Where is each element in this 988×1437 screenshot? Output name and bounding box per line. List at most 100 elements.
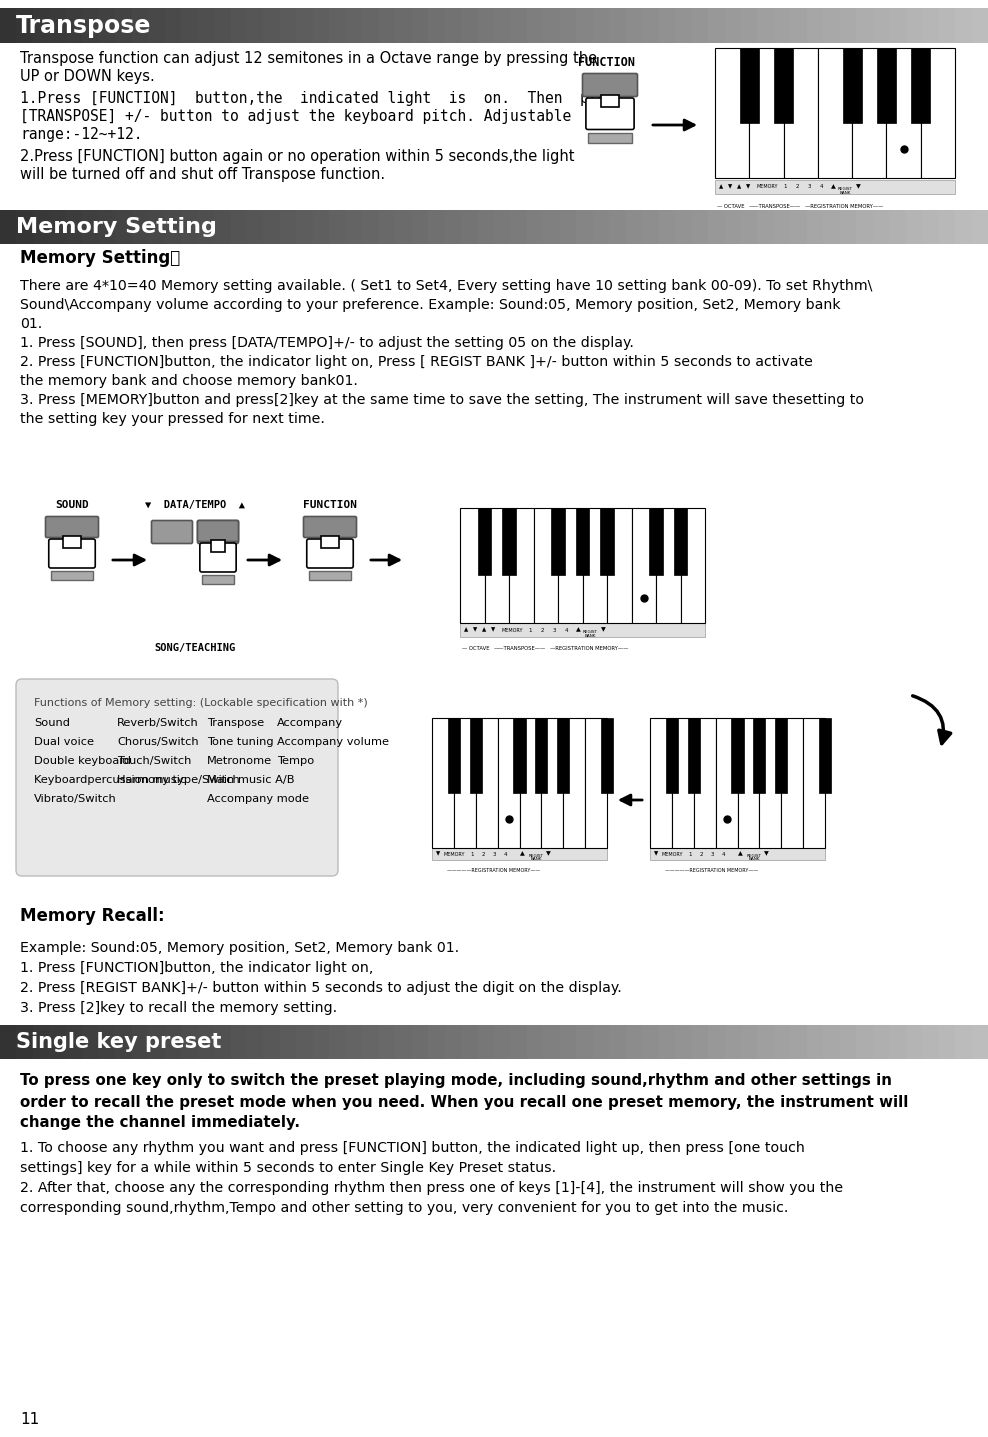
Bar — [131, 9, 150, 43]
Text: Transpose: Transpose — [16, 13, 151, 37]
Bar — [313, 1025, 331, 1059]
Bar — [412, 9, 430, 43]
Bar — [823, 210, 842, 244]
Bar — [872, 9, 891, 43]
Text: —REGISTRATION MEMORY——: —REGISTRATION MEMORY—— — [550, 647, 628, 651]
Bar — [33, 9, 51, 43]
Bar — [461, 9, 479, 43]
Text: 1: 1 — [529, 628, 532, 632]
Bar — [760, 718, 782, 848]
Bar — [428, 210, 447, 244]
Bar — [775, 47, 793, 124]
Bar — [498, 718, 520, 848]
Bar — [790, 210, 809, 244]
Bar — [165, 9, 183, 43]
Bar — [906, 210, 924, 244]
Text: [TRANSPOSE] +/- button to adjust the keyboard pitch. Adjustable: [TRANSPOSE] +/- button to adjust the key… — [20, 109, 571, 124]
Bar — [790, 9, 809, 43]
Bar — [585, 718, 607, 848]
Text: 1.Press [FUNCTION]  button,the  indicated light  is  on.  Then  press: 1.Press [FUNCTION] button,the indicated … — [20, 91, 623, 105]
Bar — [737, 718, 760, 848]
Bar — [558, 509, 583, 624]
Bar — [66, 210, 84, 244]
Text: Transpose: Transpose — [207, 718, 264, 729]
Bar — [432, 718, 453, 848]
Bar — [378, 210, 397, 244]
Bar — [202, 575, 234, 583]
Bar — [659, 9, 677, 43]
Text: 2. Press [REGIST BANK]+/- button within 5 seconds to adjust the digit on the dis: 2. Press [REGIST BANK]+/- button within … — [20, 981, 621, 994]
Bar — [625, 1025, 644, 1059]
Text: Functions of Memory setting: (Lockable specification with *): Functions of Memory setting: (Lockable s… — [34, 698, 368, 708]
Bar — [754, 718, 766, 793]
Bar — [131, 1025, 150, 1059]
Text: ▼  DATA/TEMPO  ▲: ▼ DATA/TEMPO ▲ — [145, 500, 245, 510]
Text: settings] key for a while within 5 seconds to enter Single Key Preset status.: settings] key for a while within 5 secon… — [20, 1161, 556, 1175]
Bar — [790, 1025, 809, 1059]
Bar — [534, 509, 558, 624]
Bar — [823, 1025, 842, 1059]
Bar — [477, 9, 496, 43]
Bar — [211, 540, 224, 552]
Bar — [448, 718, 459, 793]
Bar — [17, 1025, 35, 1059]
Text: ▲: ▲ — [464, 628, 468, 632]
Bar — [922, 9, 941, 43]
Bar — [776, 718, 787, 793]
Text: ——TRANSPOSE——: ——TRANSPOSE—— — [494, 647, 546, 651]
Text: ▲: ▲ — [520, 852, 525, 856]
Text: 1. Press [FUNCTION]button, the indicator light on,: 1. Press [FUNCTION]button, the indicator… — [20, 961, 373, 974]
Text: Accompany: Accompany — [277, 718, 343, 729]
Bar — [659, 210, 677, 244]
Text: To press one key only to switch the preset playing mode, including sound,rhythm : To press one key only to switch the pres… — [20, 1073, 892, 1088]
Text: Tempo: Tempo — [277, 756, 314, 766]
Bar — [165, 1025, 183, 1059]
Bar — [99, 9, 118, 43]
Text: the setting key your pressed for next time.: the setting key your pressed for next ti… — [20, 412, 325, 425]
Text: Touch/Switch: Touch/Switch — [117, 756, 192, 766]
Text: 3. Press [2]key to recall the memory setting.: 3. Press [2]key to recall the memory set… — [20, 1002, 337, 1015]
Bar — [198, 9, 216, 43]
Text: BANK: BANK — [748, 856, 760, 861]
Text: BANK: BANK — [531, 856, 541, 861]
Bar — [131, 210, 150, 244]
Bar — [543, 1025, 562, 1059]
Bar — [601, 718, 613, 793]
Text: ▼: ▼ — [545, 852, 550, 856]
Text: REGIST: REGIST — [838, 187, 853, 191]
Bar — [688, 718, 700, 793]
Text: MEMORY: MEMORY — [661, 852, 683, 856]
Bar — [971, 9, 988, 43]
Text: Reverb/Switch: Reverb/Switch — [117, 718, 199, 729]
Bar — [724, 1025, 743, 1059]
Bar — [715, 47, 749, 178]
Text: 2: 2 — [700, 852, 702, 856]
Bar — [445, 210, 463, 244]
Bar — [82, 210, 101, 244]
Bar — [955, 1025, 973, 1059]
Text: 2: 2 — [795, 184, 798, 190]
Bar — [857, 210, 874, 244]
Bar — [461, 1025, 479, 1059]
Bar — [99, 1025, 118, 1059]
Text: — OCTAVE: — OCTAVE — [462, 647, 489, 651]
Bar — [708, 9, 726, 43]
Bar — [432, 848, 607, 859]
Text: 4: 4 — [721, 852, 725, 856]
Bar — [631, 509, 656, 624]
Bar — [576, 210, 595, 244]
Bar — [649, 509, 663, 575]
Bar — [363, 9, 380, 43]
Bar — [877, 47, 896, 124]
Bar — [494, 9, 513, 43]
Bar — [346, 210, 365, 244]
Bar — [708, 210, 726, 244]
Text: Tone tuning: Tone tuning — [207, 737, 274, 747]
Bar — [807, 9, 825, 43]
Text: 3: 3 — [492, 852, 496, 856]
Text: Sound: Sound — [34, 718, 70, 729]
Bar — [116, 210, 133, 244]
Bar — [247, 210, 266, 244]
Bar — [453, 718, 476, 848]
Bar — [198, 1025, 216, 1059]
